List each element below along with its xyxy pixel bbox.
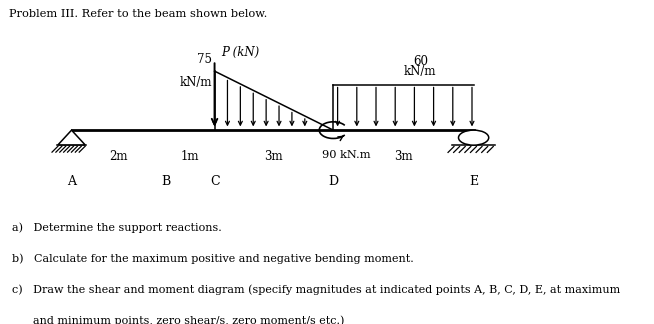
Text: P (kN): P (kN) [221, 46, 259, 59]
Text: Problem III. Refer to the beam shown below.: Problem III. Refer to the beam shown bel… [10, 9, 268, 19]
Text: 3m: 3m [265, 150, 283, 164]
Text: 90 kN.m: 90 kN.m [322, 150, 371, 160]
Text: 1m: 1m [181, 150, 199, 164]
Text: c)   Draw the shear and moment diagram (specify magnitudes at indicated points A: c) Draw the shear and moment diagram (sp… [12, 284, 621, 295]
Text: 75: 75 [197, 53, 212, 66]
Text: 3m: 3m [394, 150, 413, 164]
Text: b)   Calculate for the maximum positive and negative bending moment.: b) Calculate for the maximum positive an… [12, 254, 414, 264]
Text: C: C [210, 175, 219, 188]
Text: A: A [67, 175, 76, 188]
Text: a)   Determine the support reactions.: a) Determine the support reactions. [12, 223, 222, 233]
Polygon shape [58, 130, 85, 145]
Text: 60: 60 [413, 55, 428, 68]
Circle shape [458, 130, 489, 145]
Text: and minimum points, zero shear/s, zero moment/s etc.): and minimum points, zero shear/s, zero m… [12, 315, 345, 324]
Text: B: B [162, 175, 171, 188]
Text: E: E [469, 175, 478, 188]
Text: kN/m: kN/m [404, 65, 436, 78]
Text: 2m: 2m [109, 150, 128, 164]
Text: D: D [328, 175, 338, 188]
Text: kN/m: kN/m [179, 76, 212, 89]
